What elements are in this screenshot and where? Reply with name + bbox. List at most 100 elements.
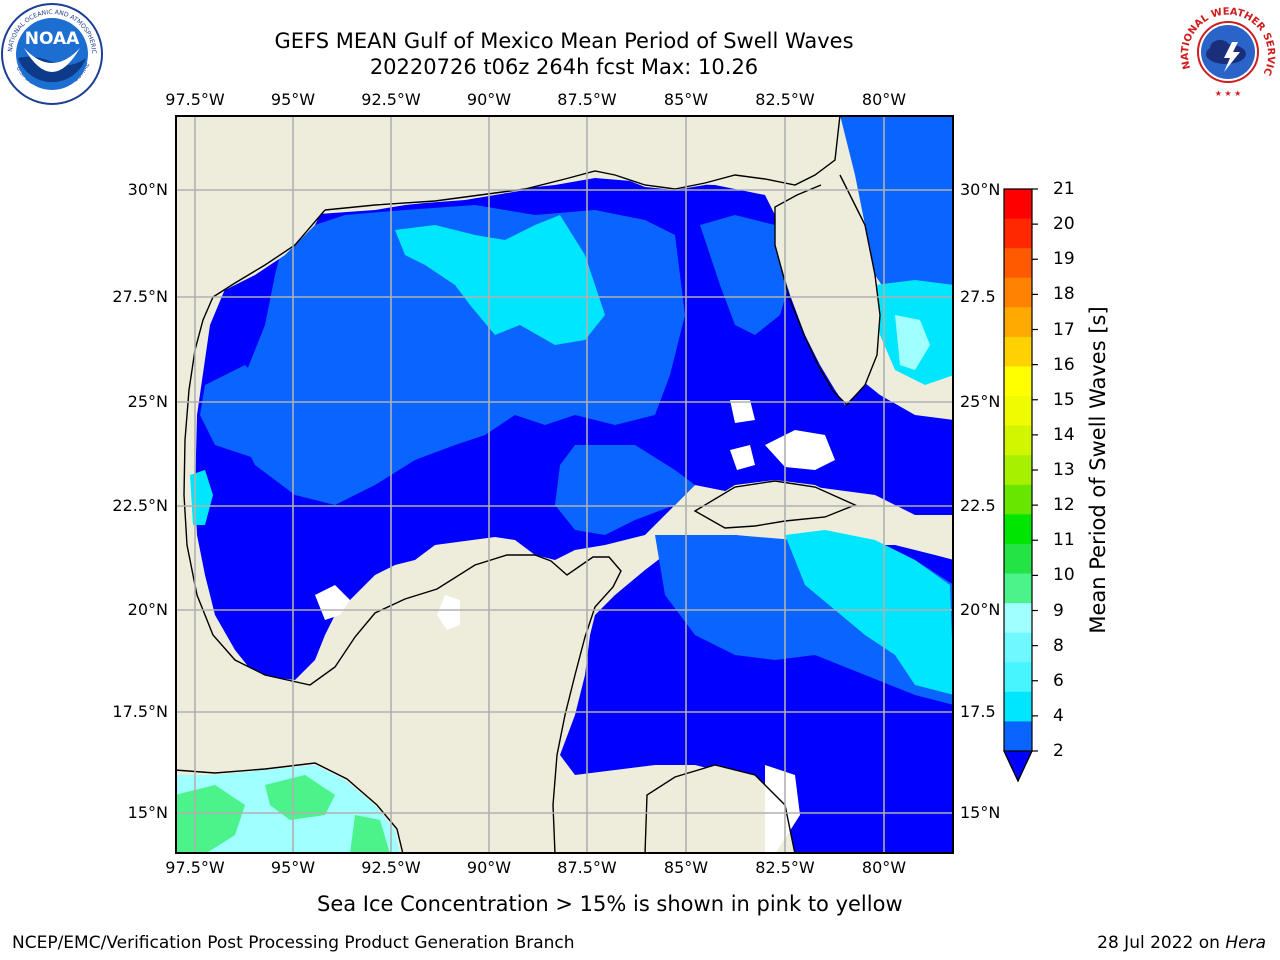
colorbar-outline — [1003, 188, 1033, 783]
bottom-lon-tick: 92.5°W — [361, 858, 421, 877]
coastline-pacific — [175, 762, 404, 854]
pacific-green-3 — [350, 815, 390, 854]
colorbar-segment — [1004, 396, 1032, 427]
bottom-lon-tick: 82.5°W — [755, 858, 815, 877]
colorbar-tick-label: 20 — [1053, 214, 1075, 235]
bottom-lon-tick: 90°W — [466, 858, 512, 877]
caribbean-cyan — [785, 530, 954, 695]
chart-subtitle: 20220726 t06z 264h fcst Max: 10.26 — [369, 55, 759, 79]
colorbar-tick-label: 4 — [1053, 705, 1064, 726]
left-lat-tick: 25°N — [127, 392, 168, 411]
top-lon-tick: 80°W — [861, 90, 907, 109]
gulf-mid-east — [700, 215, 795, 335]
map-frame — [175, 115, 954, 854]
colorbar-segment — [1004, 425, 1032, 456]
colorbar-tick-label: 17 — [1053, 319, 1075, 340]
bottom-lon-tick: 95°W — [270, 858, 316, 877]
mask-keys-1 — [730, 400, 755, 423]
left-lat-tick: 17.5°N — [112, 702, 168, 721]
colorbar-segment — [1004, 455, 1032, 486]
top-lon-tick: 97.5°W — [165, 90, 225, 109]
bottom-lon-tick: 87.5°W — [557, 858, 617, 877]
colorbar-tick-label: 8 — [1053, 635, 1064, 656]
colorbar — [1003, 188, 1038, 783]
colorbar-tick-label: 16 — [1053, 354, 1075, 375]
coastline-florida — [774, 174, 881, 407]
colorbar-segment — [1004, 218, 1032, 249]
colorbar-segment — [1004, 721, 1032, 752]
mask-keys-2 — [730, 445, 755, 470]
atlantic-paler-cyan — [895, 315, 930, 370]
left-lat-tick: 30°N — [127, 180, 168, 199]
top-lon-tick: 90°W — [466, 90, 512, 109]
colorbar-tick-label: 12 — [1053, 495, 1075, 516]
bottom-lon-tick: 85°W — [663, 858, 709, 877]
colorbar-tick-label: 14 — [1053, 424, 1075, 445]
colorbar-segment — [1004, 573, 1032, 604]
pacific-green-2 — [265, 775, 335, 820]
colorbar-tick-label: 9 — [1053, 600, 1064, 621]
left-lat-tick: 20°N — [127, 600, 168, 619]
colorbar-tick-label: 19 — [1053, 249, 1075, 270]
colorbar-segment — [1004, 248, 1032, 279]
colorbar-extend-triangle — [1003, 750, 1033, 783]
sea-ice-note: Sea Ice Concentration > 15% is shown in … — [317, 892, 903, 916]
colorbar-tick-label: 18 — [1053, 284, 1075, 305]
colorbar-tick-label: 2 — [1053, 741, 1064, 761]
right-lat-tick: 27.5 — [960, 287, 996, 306]
colorbar-segment — [1004, 543, 1032, 575]
right-lat-tick: 17.5 — [960, 702, 996, 721]
colorbar-segment — [1004, 189, 1032, 220]
colorbar-segment — [1004, 336, 1032, 367]
footer-branch: NCEP/EMC/Verification Post Processing Pr… — [12, 933, 575, 953]
right-lat-tick: 30°N — [960, 180, 1001, 199]
chart-title: GEFS MEAN Gulf of Mexico Mean Period of … — [274, 29, 854, 53]
colorbar-tick-label: 13 — [1053, 460, 1075, 480]
svg-text:★ ★ ★: ★ ★ ★ — [1215, 89, 1242, 98]
top-lon-tick: 95°W — [270, 90, 316, 109]
atlantic-region — [840, 115, 954, 315]
bottom-lon-tick: 80°W — [861, 858, 907, 877]
colorbar-tick-label: 11 — [1053, 530, 1075, 551]
land-florida — [775, 175, 880, 405]
colorbar-segment — [1004, 603, 1032, 634]
land-west-mexico-us — [175, 115, 620, 854]
pacific-green-1 — [175, 785, 245, 854]
svg-text:NOAA: NOAA — [25, 29, 80, 49]
colorbar-segment — [1004, 514, 1032, 545]
top-lon-tick: 87.5°W — [557, 90, 617, 109]
colorbar-segment — [1004, 691, 1032, 722]
right-lat-tick: 15°N — [960, 803, 1001, 822]
gulf-mid-south — [555, 445, 695, 535]
mask-honduras — [765, 765, 800, 854]
mask-yucatan-shelf — [315, 585, 350, 620]
gulf-cyan-north — [395, 215, 605, 345]
colorbar-tick-label: 21 — [1053, 179, 1075, 199]
colorbar-segment — [1004, 662, 1032, 693]
coastline-cuba — [693, 480, 857, 529]
colorbar-segment — [1004, 484, 1032, 515]
land-central-america — [645, 765, 795, 854]
bottom-lon-tick: 97.5°W — [165, 858, 225, 877]
colorbar-tick-label: 10 — [1053, 565, 1075, 586]
footer-date-text: 28 Jul 2022 on — [1097, 933, 1226, 953]
mask-cuba-north — [765, 430, 835, 470]
colorbar-tick-label: 6 — [1053, 670, 1064, 691]
top-lon-tick: 82.5°W — [755, 90, 815, 109]
right-lat-tick: 22.5 — [960, 496, 996, 515]
mask-shelf-2 — [437, 595, 460, 630]
land-north-us — [325, 115, 840, 211]
noaa-logo: NATIONAL OCEANIC AND ATMOSPHERIC ADMINIS… — [0, 2, 103, 105]
land-cuba — [695, 480, 855, 527]
right-lat-tick: 25°N — [960, 392, 1001, 411]
left-lat-tick: 27.5°N — [112, 287, 168, 306]
nws-logo: NATIONAL WEATHER SERVICE ★ ★ ★ — [1178, 2, 1276, 100]
footer-machine: Hera — [1225, 933, 1266, 953]
left-lat-tick: 15°N — [127, 803, 168, 822]
colorbar-segment — [1004, 277, 1032, 308]
colorbar-tick-label: 15 — [1053, 389, 1075, 410]
colorbar-segment — [1004, 307, 1032, 338]
coastline-north — [324, 115, 841, 211]
map-plot — [175, 115, 954, 854]
top-lon-tick: 85°W — [663, 90, 709, 109]
